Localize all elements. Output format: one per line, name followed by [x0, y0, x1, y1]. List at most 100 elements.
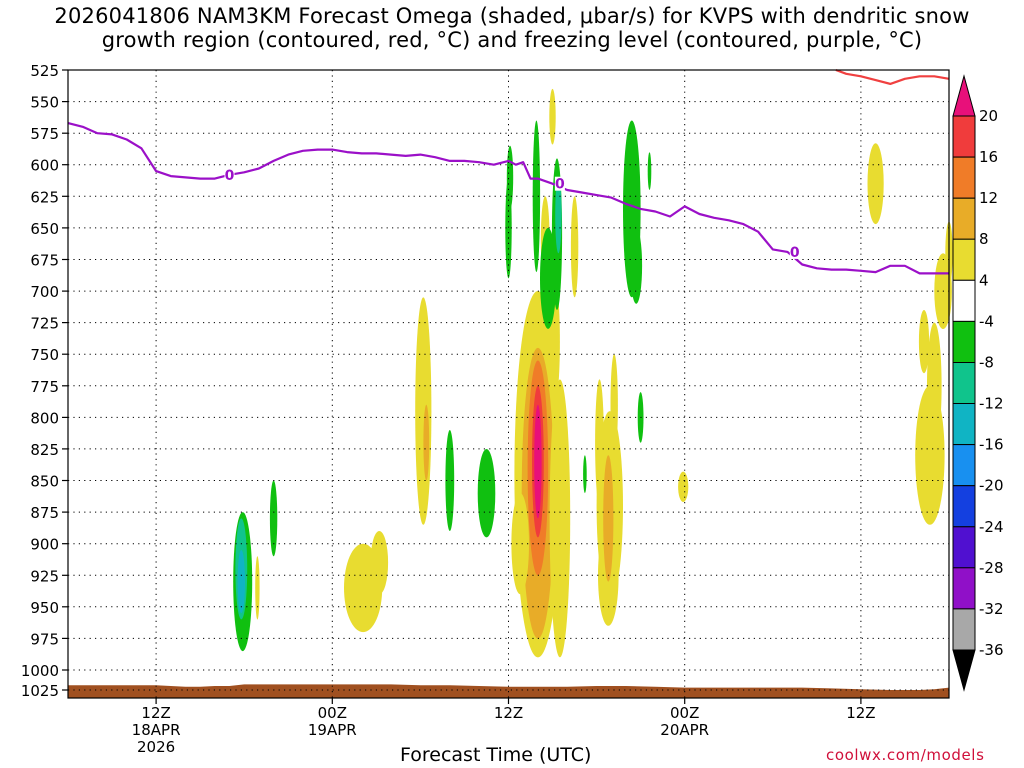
omega-blob-25 — [549, 88, 556, 145]
y-tick-label-875: 875 — [30, 504, 59, 522]
colorbar-swatch-5 — [952, 320, 976, 363]
colorbar-label-9: -20 — [979, 477, 1004, 495]
contour-lines: 0 0 0 — [67, 68, 950, 275]
omega-blob-42 — [630, 227, 643, 304]
x-tick-label-42-1: 20APR — [660, 721, 709, 739]
omega-blob-32 — [445, 430, 455, 531]
omega-blob-12 — [603, 455, 614, 582]
colorbar-arrow-bottom — [952, 649, 976, 692]
y-tick-label-600: 600 — [30, 157, 59, 175]
contour-label-bg-1 — [554, 176, 565, 191]
colorbar-label-10: -24 — [979, 518, 1004, 536]
colorbar-swatch-6 — [952, 362, 976, 405]
colorbar-swatch-10 — [952, 526, 976, 569]
y-tick-label-700: 700 — [30, 283, 59, 301]
colorbar-label-1: 16 — [979, 148, 998, 166]
colorbar-swatch-11 — [952, 567, 976, 610]
x-tick-label-6-2: 2026 — [137, 738, 175, 756]
omega-blob-17 — [255, 556, 260, 620]
colorbar-label-8: -16 — [979, 436, 1004, 454]
omega-blob-5 — [549, 379, 571, 658]
grid-lines — [68, 70, 949, 698]
contour-label-1: 0 — [555, 177, 565, 193]
colorbar: 20 16 12 8 4 -4 -8 -12 -16 -20 -24 -28 -32 -36 — [952, 74, 1004, 692]
x-tick-label-18-0: 00Z — [318, 704, 347, 722]
credit-text: coolwx.com/models — [826, 746, 985, 764]
y-tick-label-950: 950 — [30, 599, 59, 617]
colorbar-swatch-2 — [952, 197, 976, 240]
y-tick-label-900: 900 — [30, 536, 59, 554]
omega-blob-14 — [423, 404, 430, 481]
title-line-2: growth region (contoured, red, °C) and f… — [101, 28, 923, 52]
omega-shading — [68, 88, 953, 698]
colorbar-swatch-8 — [952, 444, 976, 487]
colorbar-label-4: 4 — [979, 271, 989, 289]
omega-blob-18 — [678, 471, 689, 502]
axes: 525 550 575 600 625 650 675 700 725 750 775 800 825 8… — [21, 62, 876, 756]
x-axis-label: Forecast Time (UTC) — [400, 744, 592, 766]
omega-blob-36 — [506, 145, 514, 209]
omega-blob-45 — [583, 455, 587, 494]
colorbar-label-5: -4 — [979, 312, 994, 330]
omega-blob-27 — [570, 196, 579, 298]
colorbar-label-7: -12 — [979, 395, 1004, 413]
x-tick-label-6-1: 18APR — [132, 721, 181, 739]
y-tick-label-925: 925 — [30, 567, 59, 585]
omega-blob-43 — [647, 152, 652, 191]
y-tick-label-650: 650 — [30, 220, 59, 238]
omega-blob-31 — [269, 480, 278, 557]
y-tick-label-1025: 1025 — [21, 682, 59, 700]
y-tick-label-800: 800 — [30, 409, 59, 427]
y-tick-label-825: 825 — [30, 441, 59, 459]
y-tick-label-575: 575 — [30, 125, 59, 143]
colorbar-swatch-1 — [952, 156, 976, 199]
omega-blob-34 — [482, 455, 494, 506]
y-tick-label-750: 750 — [30, 346, 59, 364]
colorbar-label-13: -36 — [979, 641, 1004, 659]
colorbar-label-11: -28 — [979, 559, 1004, 577]
contour-label-0: 0 — [225, 168, 235, 184]
x-tick-label-54-0: 12Z — [846, 704, 875, 722]
chart-title: 2026041806 NAM3KM Forecast Omega (shaded… — [0, 4, 1024, 52]
title-line-1: 2026041806 NAM3KM Forecast Omega (shaded… — [54, 4, 970, 28]
omega-blob-30 — [237, 550, 245, 614]
x-tick-label-42-0: 00Z — [670, 704, 699, 722]
colorbar-label-6: -8 — [979, 354, 994, 372]
omega-blob-13 — [415, 297, 432, 525]
colorbar-label-3: 8 — [979, 230, 989, 248]
omega-blob-10 — [595, 379, 604, 506]
y-tick-label-525: 525 — [30, 62, 59, 80]
y-tick-label-775: 775 — [30, 378, 59, 396]
omega-blob-4 — [534, 404, 542, 519]
colorbar-swatch-4 — [952, 279, 976, 322]
contour-label-bg-0 — [224, 167, 235, 182]
y-tick-label-625: 625 — [30, 188, 59, 206]
colorbar-swatch-7 — [952, 403, 976, 446]
omega-blob-6 — [511, 493, 529, 595]
omega-blob-20 — [927, 322, 942, 449]
contour-label-2: 0 — [790, 245, 800, 261]
colorbar-label-0: 20 — [979, 107, 998, 125]
colorbar-swatch-0 — [952, 115, 976, 158]
y-tick-label-850: 850 — [30, 473, 59, 491]
omega-blob-11 — [610, 354, 618, 456]
contour-label-bg-2 — [789, 244, 800, 259]
dendritic-growth-line — [835, 68, 950, 85]
colorbar-label-2: 12 — [979, 189, 998, 207]
x-tick-label-18-1: 19APR — [308, 721, 357, 739]
colorbar-swatch-9 — [952, 485, 976, 528]
y-tick-label-550: 550 — [30, 94, 59, 112]
colorbar-swatch-3 — [952, 238, 976, 281]
colorbar-label-12: -32 — [979, 600, 1004, 618]
y-tick-label-675: 675 — [30, 252, 59, 270]
y-tick-label-725: 725 — [30, 315, 59, 333]
omega-blob-24 — [867, 143, 884, 225]
x-tick-label-30-0: 12Z — [494, 704, 523, 722]
omega-blob-37 — [532, 120, 541, 273]
omega-blob-21 — [918, 310, 930, 374]
colorbar-arrow-top — [952, 74, 976, 117]
y-tick-label-975: 975 — [30, 630, 59, 648]
omega-blob-16 — [370, 531, 389, 595]
colorbar-swatch-12 — [952, 608, 976, 651]
